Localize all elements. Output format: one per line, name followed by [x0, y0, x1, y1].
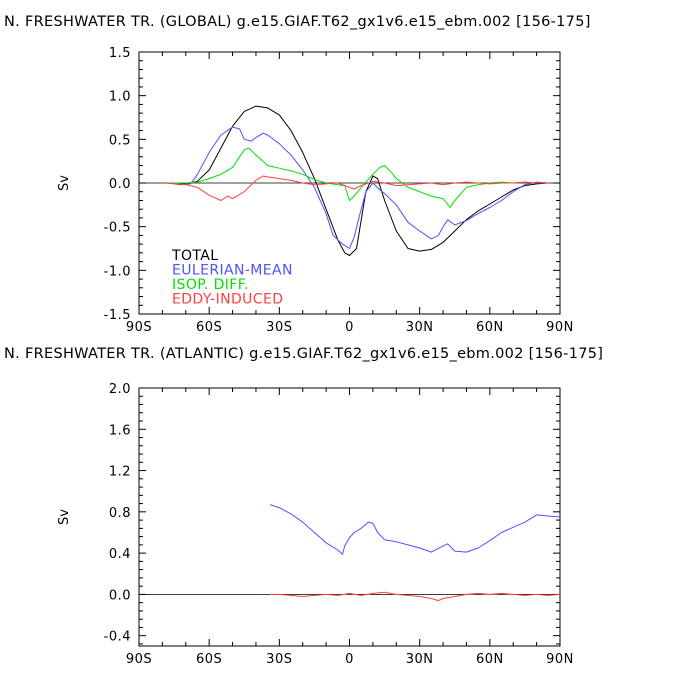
- x-tick-label: 60S: [196, 320, 222, 335]
- y-tick-label: -1.5: [104, 308, 131, 323]
- legend-entry-isop: ISOP. DIFF.: [172, 277, 249, 293]
- x-tick-label: 90N: [546, 652, 574, 667]
- y-tick-label: 0.4: [109, 547, 131, 562]
- chart-global: 90S 60S 30S 0 30N 60N 90N -1.5 -1.0 -0.5 0.0 0.5 1.0…: [57, 46, 574, 335]
- series-line-eulerian: [269, 504, 560, 555]
- x-tick-label: 90S: [126, 320, 152, 335]
- series-line-isop: [167, 147, 549, 208]
- x-tick-label: 30S: [266, 652, 292, 667]
- y-tick-label: 0.8: [109, 506, 131, 521]
- series-line-total: [167, 105, 549, 256]
- series-line-eulerian: [167, 126, 549, 249]
- legend-entry-eulerian: EULERIAN-MEAN: [172, 263, 293, 279]
- y-tick-label: -0.5: [104, 221, 131, 236]
- x-tick-label: 60S: [196, 652, 222, 667]
- y-tick-label: -1.0: [104, 264, 131, 279]
- x-tick-label: 60N: [476, 320, 504, 335]
- x-tick-label: 60N: [476, 652, 504, 667]
- title-global: N. FRESHWATER TR. (GLOBAL) g.e15.GIAF.T6…: [4, 14, 591, 30]
- legend-entry-eddy: EDDY-INDUCED: [172, 292, 283, 308]
- y-axis-label: Sv: [57, 509, 72, 525]
- chart-atlantic: 90S 60S 30S 0 30N 60N 90N -0.4 0.0 0.4 0.8 1.2 1.6 2.…: [57, 382, 574, 667]
- x-tick-label: 30N: [406, 652, 434, 667]
- x-tick-label: 90N: [546, 320, 574, 335]
- y-tick-label: 0.5: [109, 133, 131, 148]
- x-tick-label: 30N: [406, 320, 434, 335]
- y-tick-label: -0.4: [104, 630, 131, 645]
- y-tick-label: 1.2: [109, 465, 131, 480]
- series-line-eddy: [270, 591, 560, 602]
- x-tick-label: 0: [345, 652, 354, 667]
- x-tick-label: 0: [345, 320, 354, 335]
- y-tick-label: 1.5: [109, 46, 131, 61]
- y-axis-label: Sv: [57, 175, 72, 191]
- title-atlantic: N. FRESHWATER TR. (ATLANTIC) g.e15.GIAF.…: [4, 346, 604, 362]
- y-tick-label: 0.0: [109, 588, 131, 603]
- legend-entry-total: TOTAL: [171, 248, 218, 264]
- x-tick-label: 30S: [266, 320, 292, 335]
- y-tick-label: 0.0: [109, 177, 131, 192]
- y-tick-label: 1.0: [109, 90, 131, 105]
- y-tick-label: 1.6: [109, 423, 131, 438]
- y-tick-label: 2.0: [109, 382, 131, 397]
- x-tick-label: 90S: [126, 652, 152, 667]
- series-line-eddy: [167, 175, 549, 201]
- plot-frame: [138, 387, 561, 647]
